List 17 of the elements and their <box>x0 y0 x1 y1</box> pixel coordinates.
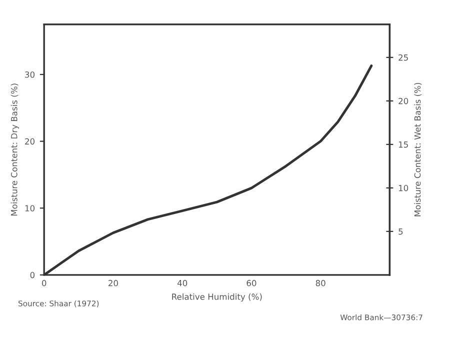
y2-tick-label: 20 <box>398 98 408 104</box>
y-tick-label: 30 <box>25 71 35 78</box>
x-tick-label: 80 <box>316 280 326 286</box>
x-tick-label: 20 <box>108 280 118 286</box>
x-tick-label: 60 <box>246 280 256 286</box>
y2-tick-label: 5 <box>398 228 403 235</box>
y2-tick-label: 15 <box>398 142 408 148</box>
y-tick-label: 0 <box>30 272 35 278</box>
y-axis-title: Moisture Content: Dry Basis (%) <box>10 84 19 216</box>
y-tick-label: 10 <box>25 205 35 212</box>
y2-tick-label: 25 <box>398 54 408 61</box>
y2-tick-label: 10 <box>398 184 408 192</box>
x-tick-label: 40 <box>177 280 188 286</box>
y-tick-label: 20 <box>25 138 35 145</box>
x-axis-title: Relative Humidity (%) <box>172 293 262 302</box>
x-tick-label: 0 <box>42 280 46 286</box>
y2-axis-title: Moisture Content: Wet Basis (%) <box>414 82 422 216</box>
